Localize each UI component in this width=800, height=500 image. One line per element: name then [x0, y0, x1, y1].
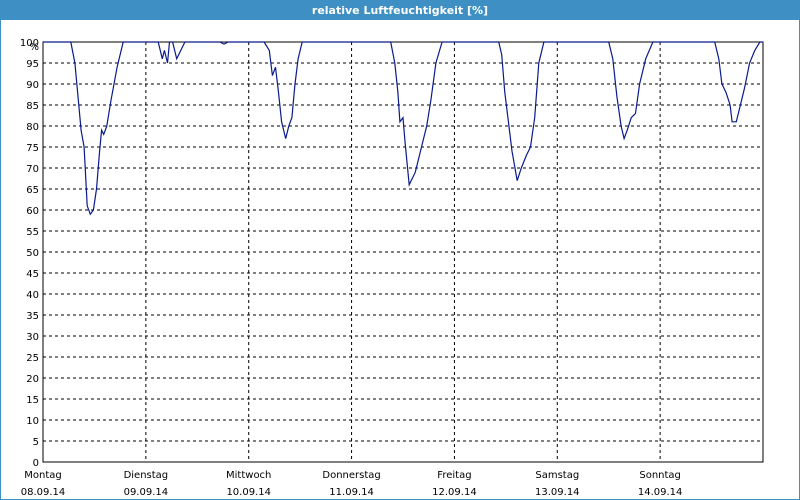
- y-tick-label: 90: [26, 80, 39, 91]
- y-tick-label: 95: [26, 59, 39, 70]
- y-tick-label: 85: [26, 101, 39, 112]
- x-weekday-label: Mittwoch: [226, 470, 271, 481]
- y-axis-unit: %: [29, 42, 39, 53]
- y-tick-label: 65: [26, 185, 39, 196]
- chart-title: relative Luftfeuchtigkeit [%]: [1, 1, 799, 20]
- y-tick-label: 55: [26, 227, 39, 238]
- x-weekday-label: Freitag: [437, 470, 471, 481]
- y-tick-label: 0: [33, 458, 39, 469]
- x-date-label: 14.09.14: [638, 487, 683, 498]
- y-tick-label: 50: [26, 248, 39, 259]
- x-weekday-label: Donnerstag: [322, 470, 380, 481]
- y-tick-label: 45: [26, 269, 39, 280]
- y-tick-label: 100: [20, 38, 39, 49]
- x-date-label: 08.09.14: [21, 487, 66, 498]
- y-tick-label: 80: [26, 122, 39, 133]
- y-tick-label: 40: [26, 290, 39, 301]
- x-date-label: 11.09.14: [329, 487, 374, 498]
- x-weekday-label: Montag: [24, 470, 61, 481]
- plot-area-border: [42, 41, 764, 463]
- x-date-label: 10.09.14: [226, 487, 271, 498]
- x-date-label: 13.09.14: [535, 487, 580, 498]
- y-tick-label: 75: [26, 143, 39, 154]
- y-tick-label: 10: [26, 416, 39, 427]
- y-tick-label: 60: [26, 206, 39, 217]
- y-tick-label: 30: [26, 332, 39, 343]
- x-weekday-label: Sonntag: [639, 470, 681, 481]
- x-date-label: 09.09.14: [124, 487, 169, 498]
- grid-lines: [43, 41, 763, 462]
- y-tick-label: 25: [26, 353, 39, 364]
- y-tick-label: 15: [26, 395, 39, 406]
- y-tick-label: 20: [26, 374, 39, 385]
- y-tick-label: 35: [26, 311, 39, 322]
- y-tick-label: 5: [33, 437, 39, 448]
- x-weekday-label: Samstag: [535, 470, 579, 481]
- y-axis-ticks: 0 5 10 15 20 25 30 35 40 45 50 55 60 65 70 75 80 85 90 95 10…: [20, 38, 39, 469]
- y-tick-label: 70: [26, 164, 39, 175]
- x-weekday-label: Dienstag: [124, 470, 169, 481]
- humidity-series-line: [43, 41, 763, 216]
- x-axis-labels: Montag 08.09.14 Dienstag 09.09.14 Mittwoch 10…: [21, 470, 683, 498]
- x-date-label: 12.09.14: [432, 487, 477, 498]
